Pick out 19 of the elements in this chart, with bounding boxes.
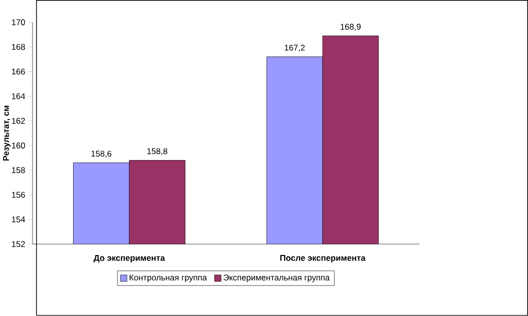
data-label: 167,2 [284, 44, 305, 52]
y-axis-title: Результат, см [3, 106, 11, 161]
y-tick-label: 160 [12, 142, 25, 149]
y-tick-label: 158 [12, 167, 25, 174]
y-tick-label: 152 [12, 241, 25, 248]
y-tick-label: 164 [12, 93, 26, 100]
data-label: 158,6 [91, 150, 112, 158]
y-tick-label: 170 [12, 19, 25, 26]
x-tick-label: До эксперимента [94, 255, 165, 263]
y-tick-label: 162 [12, 118, 25, 124]
legend-label: Контрольная группа [130, 274, 207, 282]
y-tick-label: 166 [12, 68, 25, 75]
y-tick-label: 156 [12, 192, 25, 198]
x-tick-label: После эксперимента [280, 255, 366, 263]
data-label: 158,8 [147, 148, 168, 156]
data-label: 168,9 [340, 24, 361, 31]
legend-label: Экспериментальная группа [224, 274, 330, 282]
y-tick-label: 168 [12, 44, 25, 50]
y-tick-label: 154 [12, 216, 26, 222]
